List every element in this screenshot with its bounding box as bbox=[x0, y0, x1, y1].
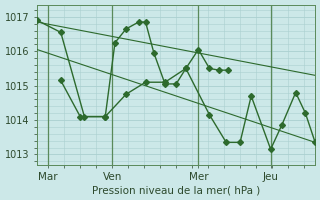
X-axis label: Pression niveau de la mer( hPa ): Pression niveau de la mer( hPa ) bbox=[92, 185, 260, 195]
